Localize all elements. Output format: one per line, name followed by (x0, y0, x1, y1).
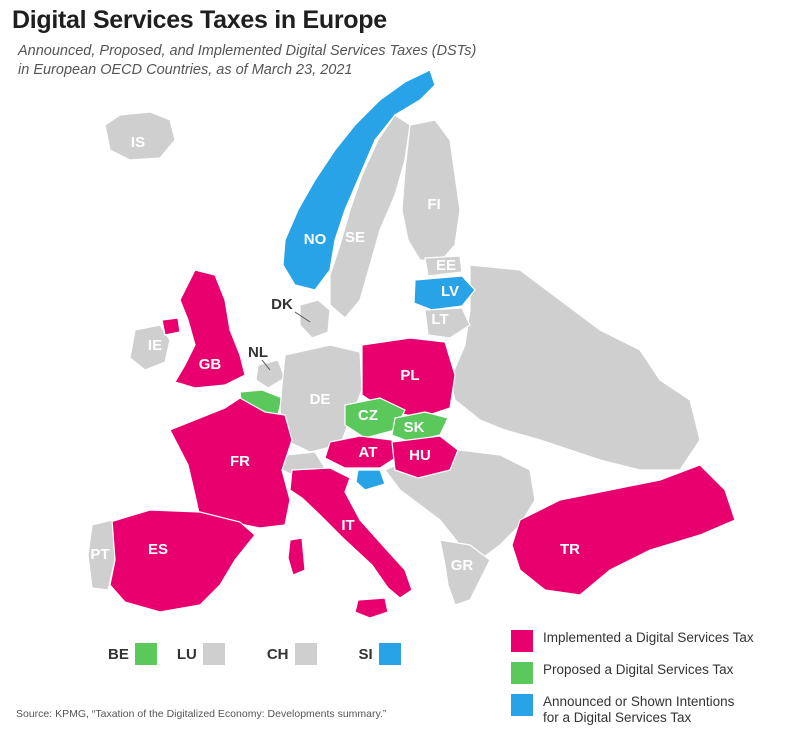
small-country-si: SI (359, 643, 401, 665)
country-netherlands (255, 359, 286, 389)
label-fr: FR (230, 453, 250, 470)
country-austria (324, 435, 401, 469)
label-gr: GR (451, 557, 474, 574)
label-es: ES (148, 541, 168, 558)
country-slovenia (355, 469, 386, 491)
map-title: Digital Services Taxes in Europe (12, 6, 387, 34)
small-country-ch: CH (267, 643, 317, 665)
small-country-code: CH (266, 645, 289, 663)
map-legend: Implemented a Digital Services Tax Propos… (511, 630, 793, 736)
nl-callout-line (261, 359, 271, 371)
label-nl: NL (248, 344, 268, 361)
label-de: DE (310, 391, 331, 408)
country-hungary (391, 435, 459, 479)
legend-label: Announced or Shown Intentions for a Digi… (543, 694, 735, 725)
country-greece (439, 539, 491, 606)
legend-label: Implemented a Digital Services Tax (543, 630, 754, 645)
small-country-swatch (134, 643, 157, 665)
country-sicily (354, 597, 389, 619)
subtitle-line-1: Announced, Proposed, and Implemented Dig… (18, 43, 477, 59)
label-ee: EE (436, 257, 456, 274)
source-note: Source: KPMG, “Taxation of the Digitaliz… (16, 708, 387, 720)
country-iceland (104, 111, 176, 161)
label-it: IT (341, 517, 354, 534)
country-northern-ireland (161, 317, 181, 336)
legend-label: Proposed a Digital Services Tax (543, 662, 734, 677)
label-lt: LT (431, 311, 448, 328)
legend-swatch (511, 694, 533, 716)
label-fi: FI (427, 196, 440, 213)
country-denmark (299, 299, 331, 339)
country-portugal (87, 519, 116, 591)
label-se: SE (345, 229, 365, 246)
small-country-code: LU (176, 645, 197, 663)
country-latvia (413, 275, 476, 311)
country-great-britain (174, 269, 246, 389)
label-at: AT (359, 444, 378, 461)
country-russia-belarus-ukraine (449, 264, 701, 471)
label-pl: PL (400, 367, 419, 384)
country-balkans (384, 449, 536, 561)
label-cz: CZ (358, 407, 378, 424)
dk-callout-line (294, 311, 311, 323)
legend-swatch (511, 662, 533, 684)
country-lithuania (424, 307, 471, 339)
legend-item-proposed: Proposed a Digital Services Tax (511, 662, 793, 684)
label-hu: HU (409, 447, 431, 464)
small-country-swatch (378, 643, 401, 665)
subtitle-line-2: in European OECD Countries, as of March … (18, 62, 353, 78)
small-country-swatch (202, 643, 225, 665)
country-france (169, 397, 293, 529)
label-sk: SK (404, 419, 425, 436)
country-sardinia (287, 537, 306, 576)
label-gb: GB (199, 356, 222, 373)
small-country-code: SI (358, 645, 373, 663)
label-tr: TR (560, 541, 580, 558)
small-country-code: BE (108, 645, 129, 663)
legend-item-implemented: Implemented a Digital Services Tax (511, 630, 793, 652)
legend-item-announced: Announced or Shown Intentions for a Digi… (511, 694, 793, 726)
country-ireland (129, 324, 171, 371)
label-lv: LV (441, 283, 459, 300)
country-estonia (424, 255, 463, 277)
label-no: NO (304, 231, 327, 248)
label-pt: PT (90, 546, 109, 563)
country-italy (289, 467, 413, 599)
map-subtitle: Announced, Proposed, and Implemented Dig… (18, 42, 476, 80)
label-dk: DK (271, 296, 293, 313)
legend-swatch (511, 630, 533, 652)
label-is: IS (131, 134, 145, 151)
small-country-be: BE (108, 643, 157, 665)
country-finland (401, 119, 461, 263)
label-ie: IE (148, 337, 162, 354)
small-countries-row: BE LU CH SI (108, 643, 421, 665)
country-sweden (329, 114, 411, 319)
country-spain (109, 509, 256, 613)
country-turkey (511, 464, 736, 596)
small-country-swatch (294, 643, 317, 665)
small-country-lu: LU (177, 643, 225, 665)
country-slovakia (391, 411, 449, 443)
